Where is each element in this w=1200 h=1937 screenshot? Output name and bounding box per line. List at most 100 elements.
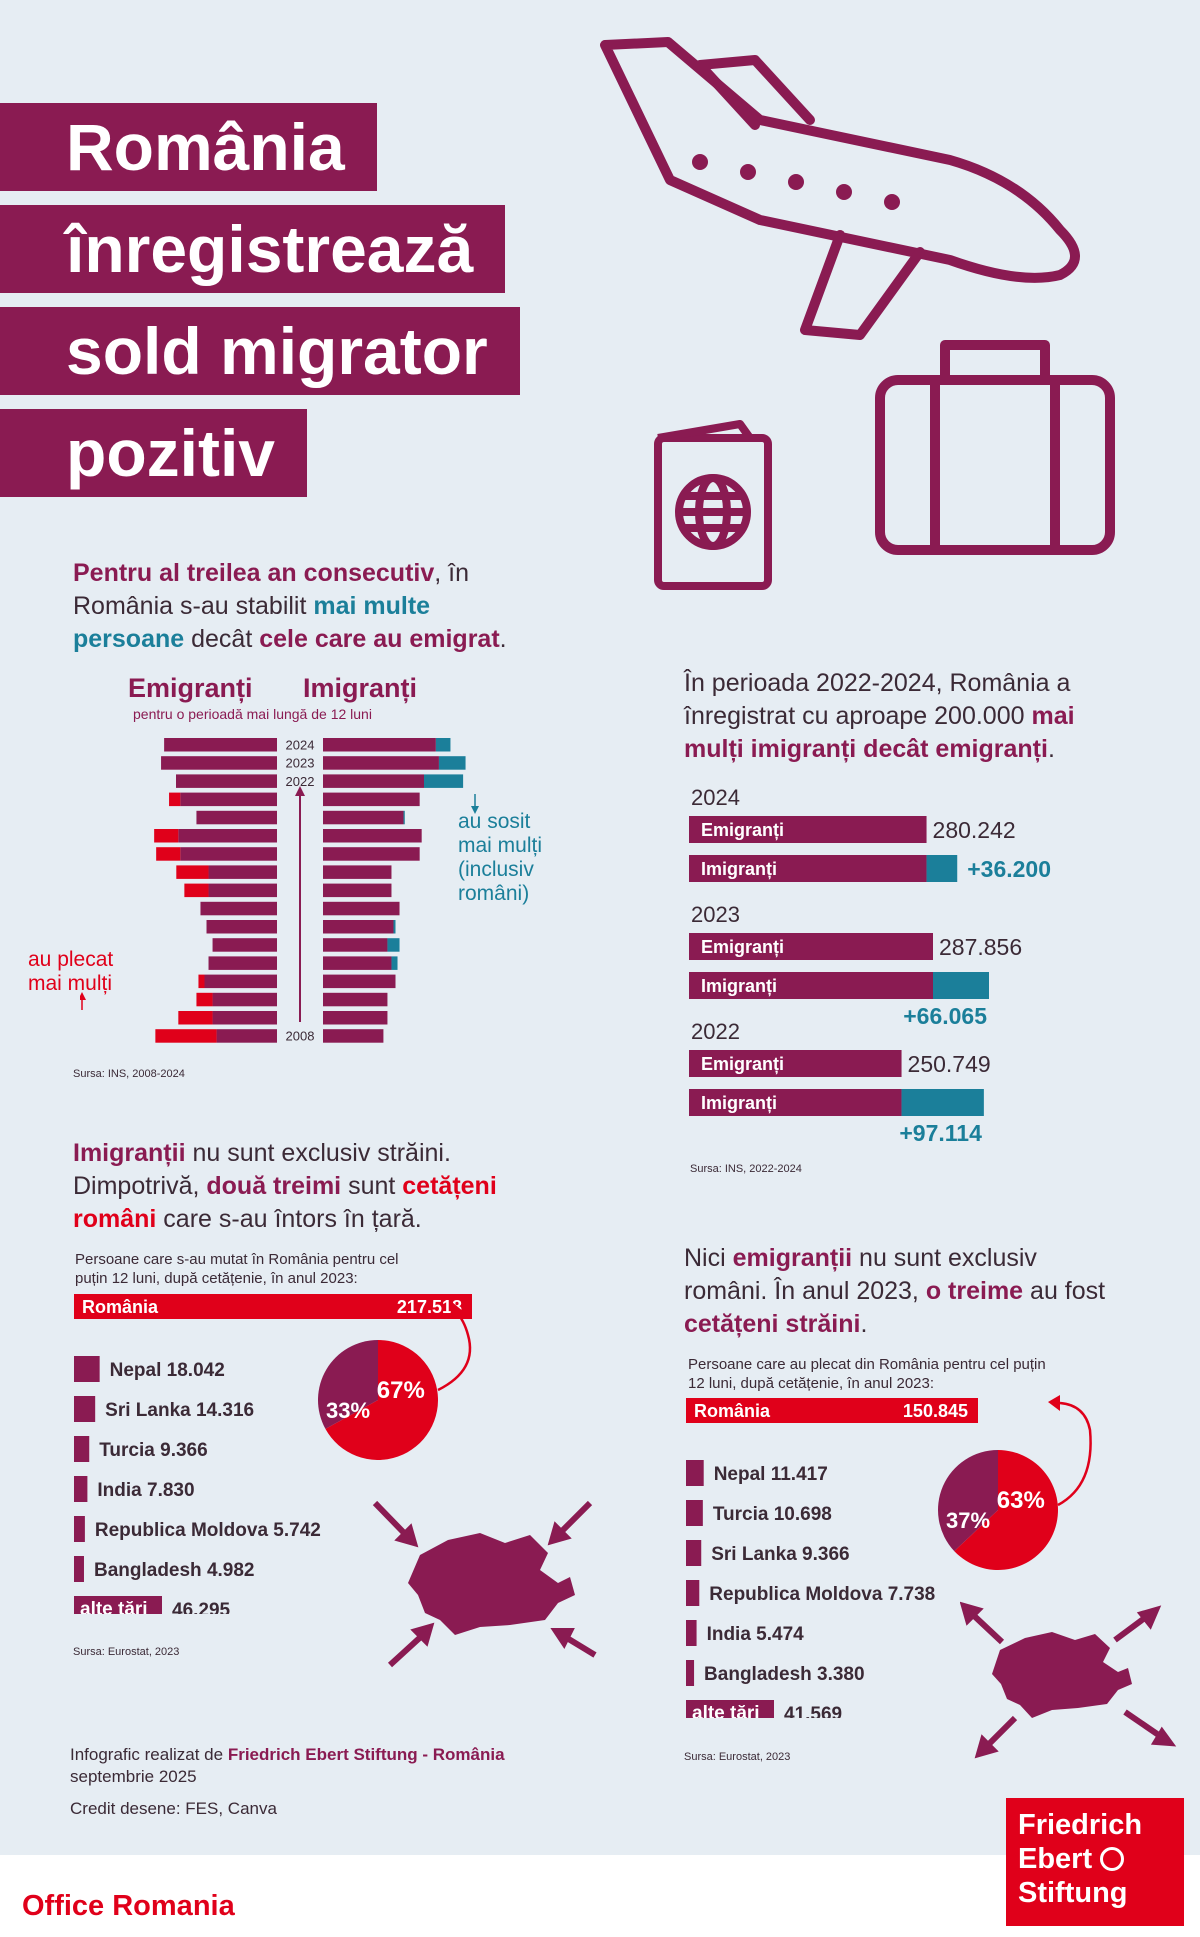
emig-bar-2024 [689, 816, 927, 843]
pie-link-arrow [1057, 1401, 1092, 1507]
imig-bar-2023 [689, 972, 934, 999]
bar-country [686, 1500, 703, 1526]
imig-excess-bar-2024 [435, 738, 451, 752]
bar-country [74, 1436, 90, 1462]
title-line-2: înregistrează [0, 205, 506, 293]
fes-logo: Friedrich Ebert Stiftung [1006, 1798, 1184, 1926]
emig-value-2023: 287.856 [939, 934, 1022, 960]
emig-bar-label: Emigranți [701, 820, 784, 840]
emig-bar-2018 [180, 847, 277, 861]
bar-country [686, 1580, 700, 1606]
emig-bar-2017 [208, 865, 277, 879]
emig-bar-label: Emigranți [701, 1054, 784, 1074]
emig-excess-bar-2011 [198, 974, 205, 989]
emig-pie-chart: 63% 37% [938, 1395, 1092, 1570]
category-label: Bangladesh 4.982 [94, 1560, 255, 1581]
imig-bar-2020 [323, 810, 404, 825]
imig-bar-2016 [323, 883, 392, 898]
emig-bar-2019 [178, 829, 277, 843]
imig-bar-2021 [323, 792, 420, 807]
title-line-1: România [0, 103, 377, 191]
emig-bar-2022 [689, 1050, 902, 1077]
imig-excess-bar-2013 [387, 938, 400, 952]
bar-romania [74, 1294, 472, 1319]
imig-diff-bar-2023 [933, 972, 989, 999]
imigranti-header: Imigranți [303, 673, 418, 703]
romania-map-icon [408, 1533, 575, 1635]
bar-country [74, 1516, 85, 1542]
red-annot-arrow-head [80, 992, 86, 1000]
emig-intro-text: Nici emigranții nu sunt exclusiv români.… [684, 1244, 1106, 1338]
category-label: Sri Lanka 14.316 [105, 1400, 254, 1421]
emig-bar-2012 [208, 956, 277, 970]
category-label: Turcia 10.698 [713, 1504, 832, 1525]
arrow-icon [555, 1500, 593, 1538]
romania-map-icon [992, 1632, 1132, 1718]
annot-right: au sosit mai mulți (inclusiv români) [458, 810, 543, 905]
bar-romania [686, 1398, 978, 1423]
emig-bar-2010 [212, 992, 277, 1007]
bar-country [686, 1620, 697, 1646]
bar-country [686, 1460, 704, 1486]
romania-map-out-icon [960, 1601, 1177, 1759]
imig-bar-2022 [323, 774, 424, 788]
imig-diff-bar-2022 [901, 1089, 984, 1116]
emig-caption: Persoane care au plecat din România pent… [688, 1356, 1046, 1392]
arrow-icon [967, 1609, 1005, 1645]
imig-source: Sursa: Eurostat, 2023 [73, 1646, 180, 1658]
imig-bar-2008 [323, 1029, 384, 1043]
imig-bar-2015 [323, 901, 400, 916]
emig-bar-label: Emigranți [701, 937, 784, 957]
imig-pie-chart: 67% 33% [318, 1302, 472, 1460]
pie-slice-foreigners [318, 1340, 378, 1429]
pie-label-romanians: 67% [377, 1377, 425, 1404]
category-label: Bangladesh 3.380 [704, 1664, 865, 1685]
year-label-2022: 2022 [286, 774, 315, 789]
imig-bar-2022 [689, 1089, 902, 1116]
bar-country [686, 1660, 695, 1686]
emig-bar-2008 [216, 1029, 277, 1043]
imig-bar-2019 [323, 829, 422, 843]
imig-bar-2010 [323, 992, 388, 1007]
emig-bar-2011 [204, 974, 277, 989]
category-label: Republica Moldova 7.738 [709, 1584, 935, 1605]
pie-label-foreigners: 33% [326, 1398, 370, 1423]
imig-excess-bar-2012 [391, 956, 398, 970]
year-label-2008: 2008 [286, 1029, 315, 1044]
arrow-icon [372, 1500, 411, 1540]
right-intro-text: În perioada 2022-2024, România a înregis… [684, 669, 1075, 763]
imig-diff-2022: +97.114 [899, 1120, 982, 1146]
pie-slice-foreigners [938, 1450, 998, 1552]
category-label: România [82, 1297, 159, 1317]
pie-slice-romanians [325, 1340, 438, 1460]
right-chart-source: Sursa: INS, 2022-2024 [690, 1163, 802, 1175]
value-label: 150.845 [903, 1401, 968, 1421]
left-chart-subtitle: pentru o perioadă mai lungă de 12 luni [133, 706, 372, 722]
imig-citizenship-chart: România 217.518 Nepal 18.042 Sri Lanka 14.3… [74, 1294, 472, 1614]
bar-other-countries [686, 1700, 774, 1718]
emig-citizenship-chart: România 150.845 Nepal 11.417 Turcia 10.698 S… [686, 1398, 978, 1718]
bar-country [686, 1540, 702, 1566]
emig-bar-2014 [206, 920, 277, 934]
imig-bar-2012 [323, 956, 392, 970]
imig-caption: Persoane care s-au mutat în România pent… [75, 1251, 399, 1287]
imig-intro-text: Imigranții nu sunt exclusiv străini. Dim… [73, 1139, 497, 1233]
imig-excess-bar-2023 [438, 756, 466, 770]
emigranti-header: Emigranți [128, 673, 253, 703]
fes-globe-icon [1100, 1847, 1125, 1871]
bar-country [74, 1556, 84, 1582]
airplane-icon [600, 37, 1080, 340]
emig-bar-2023 [689, 933, 934, 960]
emig-excess-bar-2016 [184, 883, 209, 898]
arrow-icon [1123, 1709, 1165, 1741]
emig-bar-2024 [164, 738, 277, 752]
pie-link-arrow-head [450, 1302, 464, 1318]
title-line-3: sold migrator [0, 307, 520, 395]
category-label: România [694, 1401, 771, 1421]
imig-bar-2013 [323, 938, 388, 952]
imig-bar-2024 [323, 738, 436, 752]
imig-bar-2017 [323, 865, 392, 879]
year-label-2023: 2023 [286, 756, 315, 771]
emig-bar-2023 [161, 756, 277, 770]
bar-country [74, 1396, 96, 1422]
